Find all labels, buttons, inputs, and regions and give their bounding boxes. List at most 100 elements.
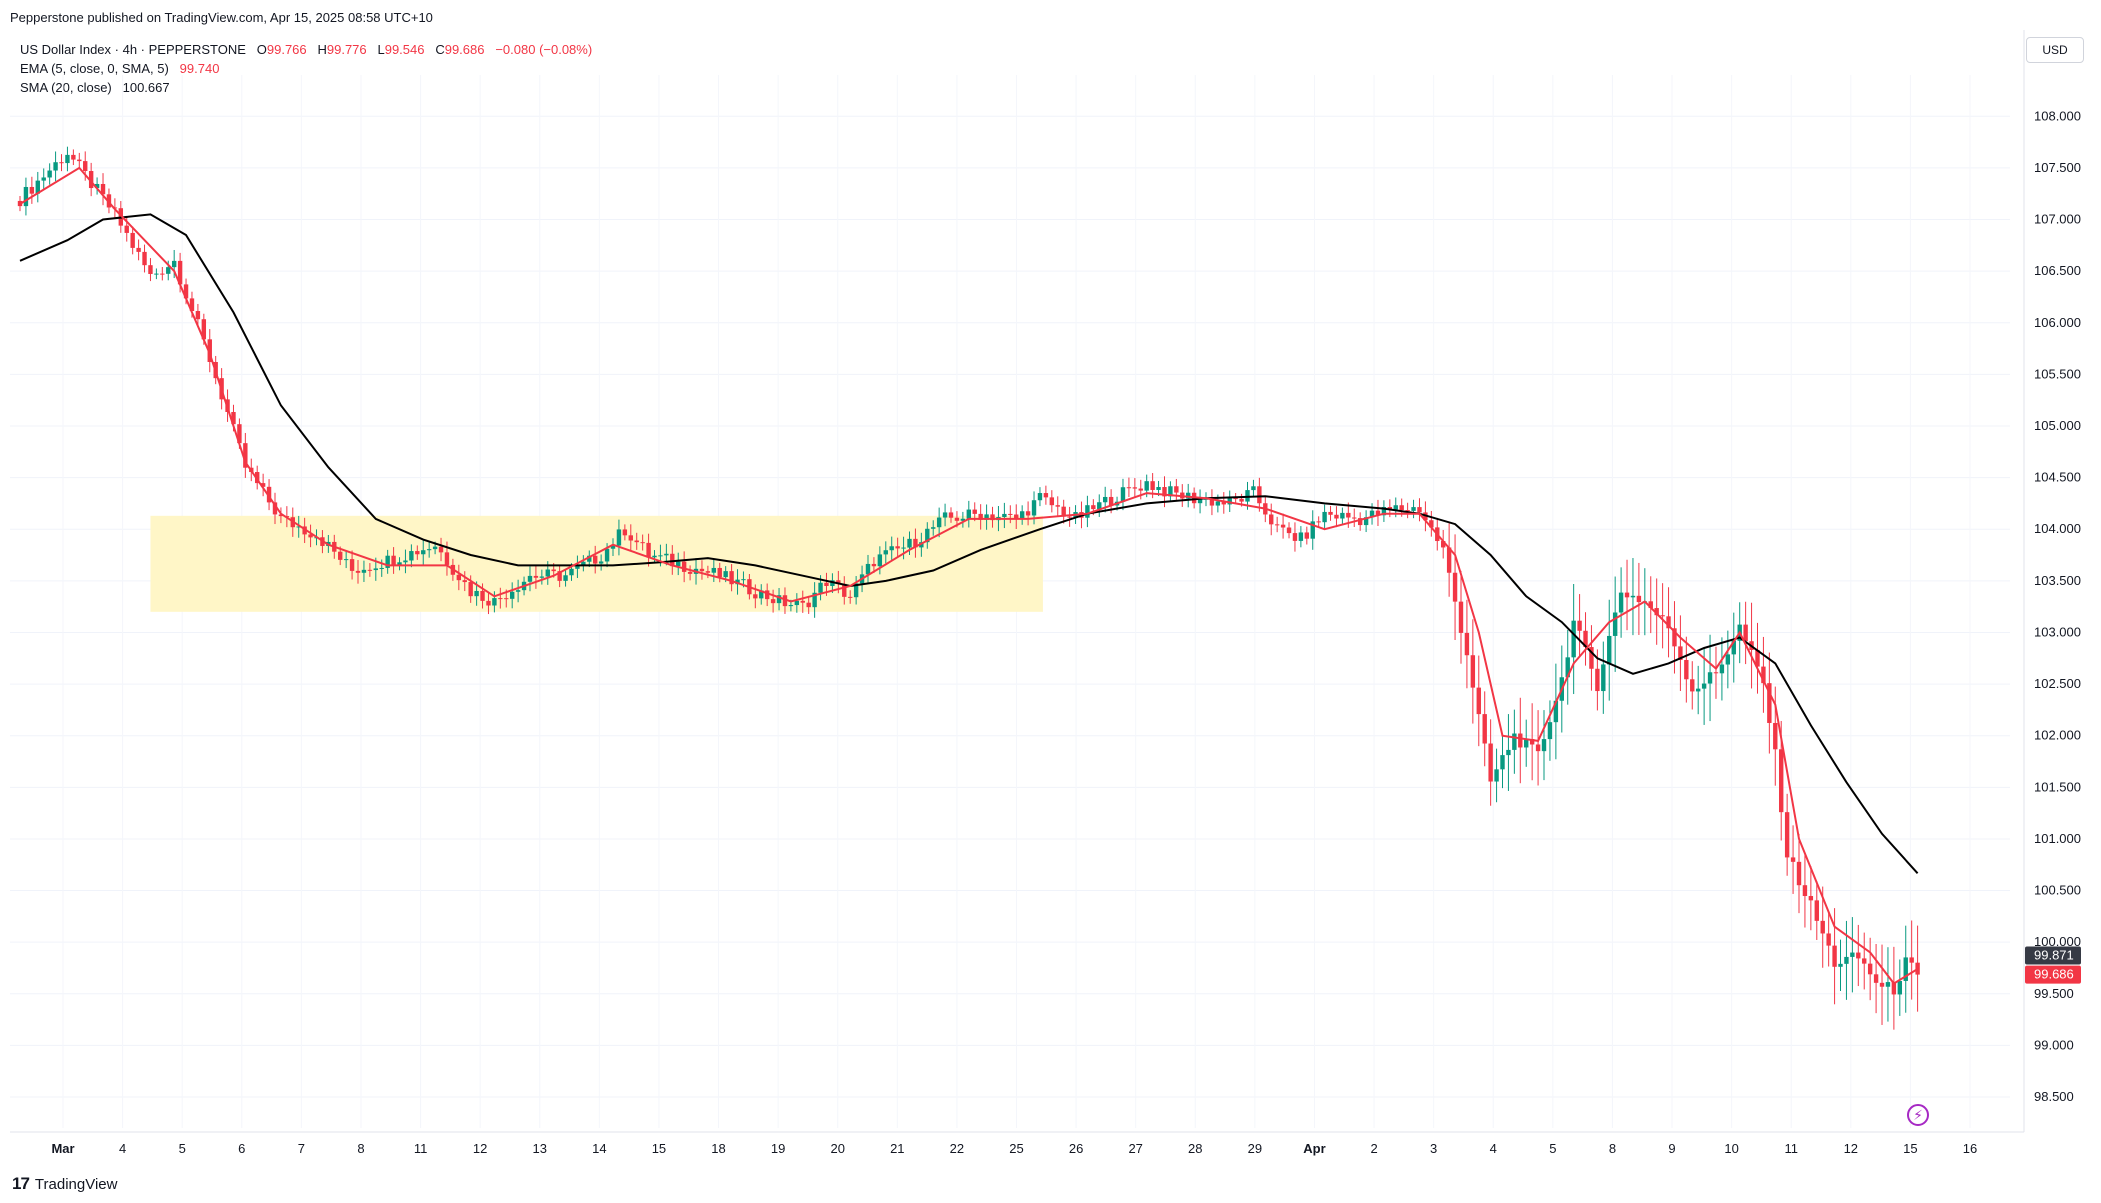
candle-body (1132, 487, 1138, 489)
candle-body (569, 568, 574, 576)
high-value: 99.776 (326, 42, 367, 57)
candle-body (1025, 511, 1031, 516)
candle-body (907, 538, 912, 548)
candle-body (41, 177, 46, 181)
candle-body (1274, 524, 1280, 526)
candle-body (1002, 513, 1007, 518)
candle-body (1879, 982, 1885, 987)
candle-body (1773, 722, 1778, 750)
candle-body (759, 590, 764, 599)
chart-legend: US Dollar Index · 4h · PEPPERSTONE O99.7… (20, 40, 592, 97)
candle-body (438, 546, 444, 553)
candle-body (1357, 518, 1363, 526)
candle-body (800, 600, 805, 603)
candle-body (948, 512, 954, 518)
candle-body (1636, 595, 1642, 603)
candle-body (183, 284, 189, 299)
candle-body (1915, 962, 1920, 975)
candle-body (444, 552, 450, 565)
candle-body (1156, 487, 1161, 490)
candle-body (1174, 486, 1179, 493)
candle-body (468, 582, 473, 597)
candle-body (1209, 498, 1215, 506)
time-tick-label: 11 (1784, 1141, 1798, 1156)
candle-body (426, 549, 432, 551)
candle-body (1826, 933, 1831, 946)
price-tick-label: 108.000 (2034, 108, 2081, 123)
time-tick-label: 12 (1844, 1141, 1858, 1156)
candle-body (1405, 510, 1410, 512)
candle-body (1701, 683, 1707, 689)
tradingview-logo[interactable]: 17 TradingView (12, 1174, 117, 1194)
candle-body (349, 559, 355, 571)
time-axis[interactable]: Mar 4 5 6 7 8 11 12 13 14 15 18 19 20 21 22 25 26 27 28 29 Ap… (51, 1141, 1977, 1156)
candle-body (391, 555, 396, 566)
time-tick-label: 4 (119, 1141, 126, 1156)
candle-body (587, 555, 592, 562)
candle-body (782, 595, 788, 607)
candle-body (1227, 498, 1232, 505)
candle-body (764, 590, 770, 600)
candle-body (492, 598, 497, 606)
candle-body (1328, 511, 1333, 515)
time-tick-label: 22 (950, 1141, 964, 1156)
candle-body (942, 512, 948, 518)
candle-body (1867, 963, 1873, 975)
candle-body (711, 567, 717, 573)
candle-body (1565, 657, 1570, 678)
candle-body (646, 542, 651, 558)
candle-body (1019, 511, 1025, 519)
price-axis[interactable]: 98.500 99.000 99.500 100.000 100.500 101.000 1… (2025, 108, 2081, 1104)
candle-body (201, 319, 207, 340)
candle-body (670, 553, 675, 567)
price-tick-label: 107.500 (2034, 160, 2081, 175)
ema-label: EMA (5, close, 0, SMA, 5) (20, 61, 169, 76)
symbol-name[interactable]: US Dollar Index · 4h · PEPPERSTONE (20, 42, 246, 57)
candle-body (1257, 486, 1262, 504)
candle-body (83, 161, 88, 172)
candle-body (1512, 733, 1517, 750)
time-tick-label: 28 (1188, 1141, 1202, 1156)
candle-body (338, 551, 343, 560)
candle-body (1856, 952, 1861, 959)
candle-body (1862, 958, 1867, 964)
candle-body (166, 267, 171, 274)
candle-body (842, 583, 847, 597)
time-tick-label: 12 (473, 1141, 487, 1156)
candle-body (1684, 660, 1689, 680)
sma-label: SMA (20, close) (20, 80, 112, 95)
currency-button[interactable]: USD (2026, 37, 2084, 63)
legend-ema-row[interactable]: EMA (5, close, 0, SMA, 5) 99.740 (20, 59, 592, 78)
candle-body (848, 596, 853, 598)
lightning-icon[interactable]: ⚡ (1907, 1104, 1929, 1126)
candle-body (954, 517, 960, 521)
candle-body (148, 265, 153, 274)
candle-body (1814, 900, 1819, 921)
low-label: L (377, 42, 385, 57)
candle-body (509, 591, 515, 599)
time-tick-label: Apr (1303, 1141, 1325, 1156)
candle-body (160, 273, 165, 275)
candle-body (776, 595, 782, 604)
ema-value: 99.740 (179, 61, 220, 76)
candle-body (616, 529, 622, 546)
candle-body (1239, 498, 1244, 502)
time-tick-label: 9 (1668, 1141, 1675, 1156)
candle-body (1802, 885, 1808, 897)
candle-body (1085, 505, 1090, 518)
candle-body (1055, 505, 1060, 507)
candle-body (1340, 512, 1345, 519)
price-tick-label: 106.500 (2034, 263, 2081, 278)
candle-body (397, 562, 402, 566)
time-tick-label: 18 (711, 1141, 725, 1156)
candle-body (1571, 620, 1576, 658)
candle-body (925, 528, 930, 543)
legend-sma-row[interactable]: SMA (20, close) 100.667 (20, 78, 592, 97)
candle-body (1553, 700, 1559, 723)
candle-body (231, 411, 236, 425)
candle-body (681, 561, 687, 572)
price-tick-label: 105.000 (2034, 418, 2081, 433)
candle-body (266, 486, 272, 503)
price-tick-label: 102.500 (2034, 676, 2081, 691)
